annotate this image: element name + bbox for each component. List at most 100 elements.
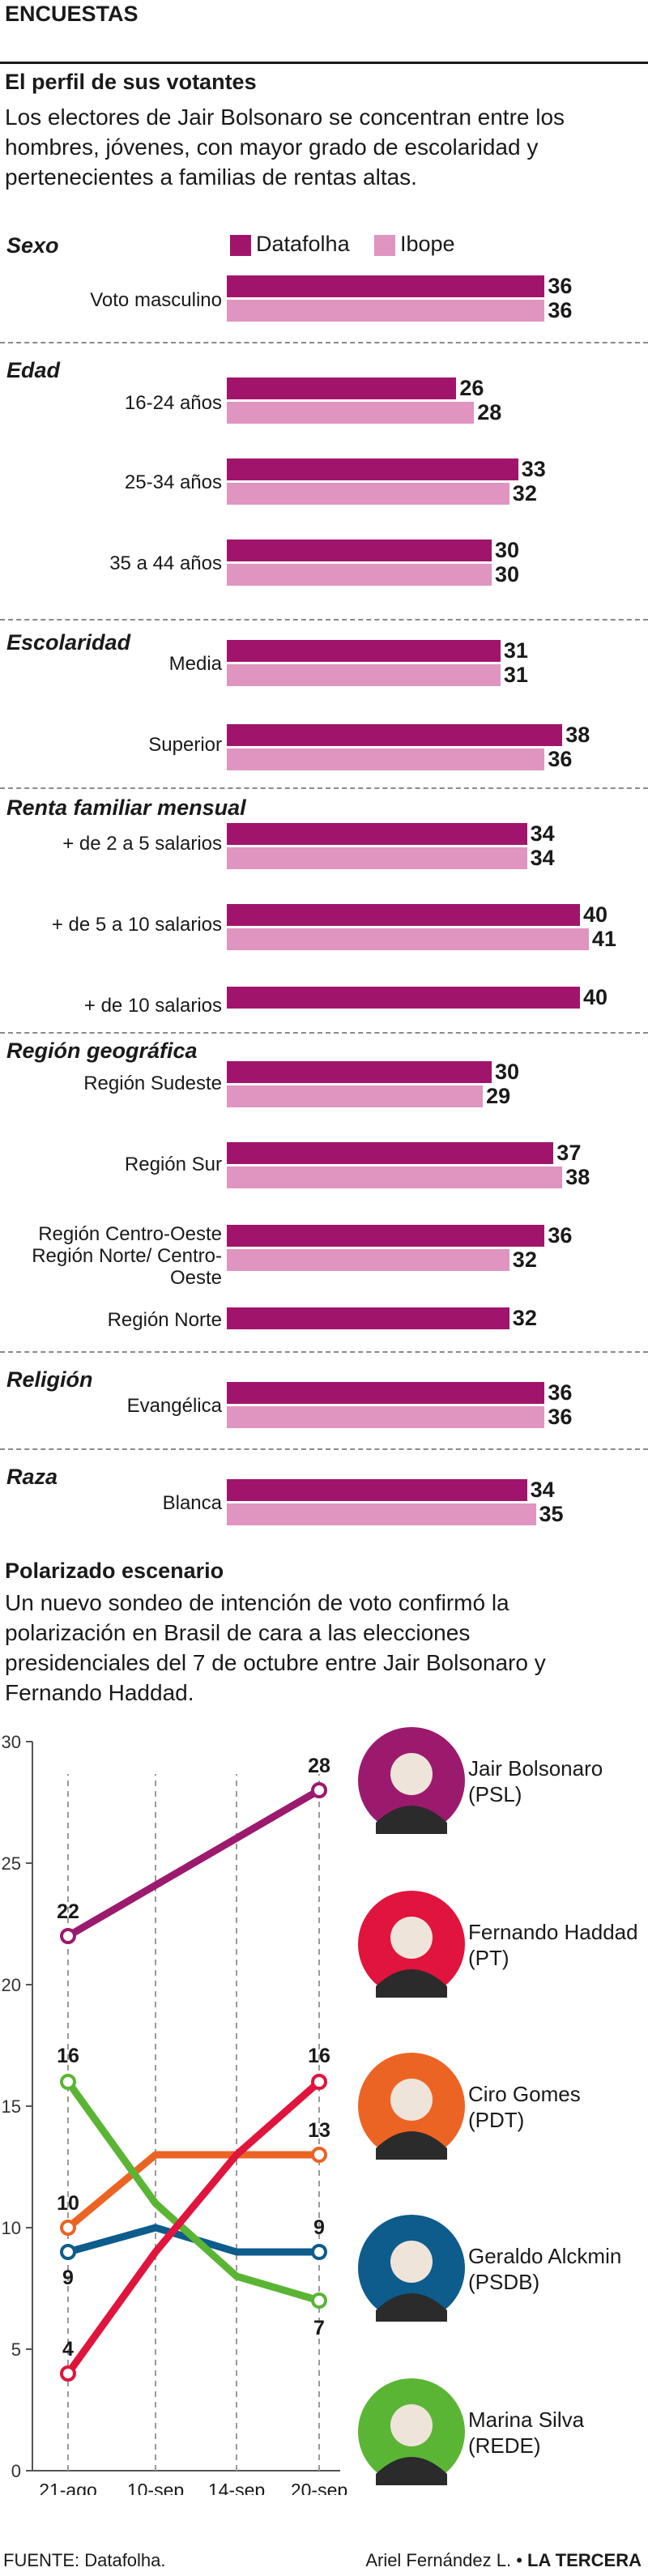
value-ibope-evangelica: 36: [548, 1405, 573, 1429]
bar-ibope-16-24: [227, 402, 475, 424]
point-fernando-haddad: [311, 2074, 327, 2090]
portrait-face-ciro-gomes: [390, 2079, 433, 2121]
value-datafolha-2-5-salarios: 34: [530, 821, 555, 846]
value-datafolha-16-24: 26: [459, 376, 484, 400]
x-tick-label: 21-ago: [39, 2480, 97, 2495]
series-line-ciro-gomes: [64, 2151, 323, 2232]
value-ibope-norte-centro-oeste: 32: [512, 1247, 537, 1272]
value-datafolha-norte: 32: [512, 1306, 537, 1330]
row-label-25-34: 25-34 años: [124, 471, 222, 493]
bar-ibope-media: [227, 664, 501, 686]
point-ciro-gomes: [60, 2220, 76, 2236]
bar-datafolha-evangelica: [227, 1382, 545, 1404]
y-tick-label: 30: [2, 1732, 21, 1752]
line-chart: 0 5 10 15 20 25 30 21-ago 10-sep 14-sep 20-sep 22…: [2, 1727, 638, 2495]
value-ibope-voto-masculino: 36: [548, 298, 573, 322]
group-separator: [0, 1448, 648, 1450]
group-separator: [0, 1351, 648, 1353]
portrait-face-marina-silva: [390, 2404, 433, 2446]
value-datafolha-centro-oeste: 36: [548, 1223, 573, 1247]
value-datafolha-evangelica: 36: [548, 1380, 573, 1405]
portrait-body-geraldo-alckmin: [376, 2293, 447, 2322]
bar-datafolha-superior: [227, 724, 563, 746]
data-label-jair-bolsonaro: 28: [308, 1755, 330, 1777]
data-label-geraldo-alckmin: 9: [313, 2216, 325, 2239]
row-label-evangelica: Evangélica: [126, 1395, 222, 1417]
bar-datafolha-5-10-salarios: [227, 904, 580, 926]
candidate-name-jair-bolsonaro: Jair Bolsonaro: [468, 1756, 603, 1781]
group-label-escolaridad: Escolaridad: [6, 630, 131, 655]
candidate-name-marina-silva: Marina Silva: [468, 2408, 585, 2432]
x-tick-label: 14-sep: [208, 2480, 265, 2495]
point-geraldo-alckmin: [311, 2244, 327, 2260]
value-datafolha-25-34: 33: [521, 457, 546, 481]
candidate-party-geraldo-alckmin: (PSDB): [468, 2270, 539, 2294]
bar-ibope-sudeste: [227, 1085, 484, 1107]
legend-datafolha-label: Datafolha: [256, 232, 350, 256]
portrait-body-fernando-haddad: [376, 1969, 447, 1998]
author-name: Ariel Fernández L.: [365, 2550, 512, 2570]
y-tick-label: 0: [11, 2461, 21, 2481]
value-ibope-25-34: 32: [512, 481, 537, 505]
bar-ibope-superior: [227, 748, 545, 770]
row-label-2-5-salarios: + de 2 a 5 salarios: [62, 833, 222, 855]
value-ibope-sudeste: 29: [486, 1084, 511, 1108]
data-label-geraldo-alckmin: 9: [62, 2267, 74, 2289]
row-label-10-salarios: + de 10 salarios: [83, 995, 222, 1017]
group-label-raza: Raza: [6, 1465, 58, 1489]
value-ibope-superior: 36: [548, 747, 573, 771]
y-tick-label: 15: [2, 2096, 21, 2117]
row-label-voto-masculino: Voto masculino: [90, 289, 222, 311]
value-datafolha-5-10-salarios: 40: [583, 902, 608, 927]
y-tick-label: 10: [2, 2218, 21, 2238]
row-label-sur: Región Sur: [124, 1154, 222, 1175]
candidate-party-fernando-haddad: (PT): [468, 1946, 509, 1970]
series-line-jair-bolsonaro: [64, 1786, 323, 1940]
bar-datafolha-2-5-salarios: [227, 823, 527, 845]
bar-datafolha-blanca: [227, 1479, 527, 1501]
y-tick-label: 20: [2, 1975, 21, 1995]
data-label-jair-bolsonaro: 22: [57, 1900, 79, 1923]
row-label-norte-centro-oeste: Región Norte/ Centro-Oeste: [32, 1245, 222, 1289]
value-datafolha-voto-masculino: 36: [548, 274, 573, 298]
value-datafolha-sudeste: 30: [495, 1060, 520, 1084]
candidate-party-jair-bolsonaro: (PSL): [468, 1782, 522, 1806]
bar-datafolha-centro-oeste: [227, 1225, 545, 1247]
bar-datafolha-sur: [227, 1142, 554, 1164]
legend-datafolha-swatch: [230, 235, 251, 256]
row-label-5-10-salarios: + de 5 a 10 salarios: [51, 914, 222, 936]
data-label-ciro-gomes: 10: [57, 2192, 79, 2215]
value-datafolha-10-salarios: 40: [583, 985, 608, 1009]
group-label-renta: Renta familiar mensual: [6, 795, 246, 820]
bar-ibope-evangelica: [227, 1406, 545, 1428]
bar-ibope-2-5-salarios: [227, 847, 527, 869]
value-ibope-2-5-salarios: 34: [530, 846, 555, 870]
bar-datafolha-25-34: [227, 458, 518, 480]
bar-datafolha-sudeste: [227, 1061, 492, 1083]
data-label-marina-silva: 7: [313, 2317, 325, 2339]
value-ibope-35-44: 30: [495, 562, 520, 586]
bar-datafolha-media: [227, 640, 501, 662]
point-fernando-haddad: [60, 2365, 76, 2382]
candidate-name-fernando-haddad: Fernando Haddad: [468, 1920, 638, 1944]
row-label-norte: Región Norte: [107, 1309, 222, 1331]
point-marina-silva: [60, 2074, 76, 2090]
row-label-sudeste: Región Sudeste: [83, 1073, 222, 1094]
point-jair-bolsonaro: [60, 1928, 76, 1944]
section-label: ENCUESTAS: [5, 2, 139, 26]
section-rule: [0, 62, 648, 64]
data-label-ciro-gomes: 13: [308, 2119, 330, 2142]
bar-datafolha-norte: [227, 1307, 509, 1329]
bar-datafolha-voto-masculino: [227, 275, 545, 297]
bar-ibope-norte-centro-oeste: [227, 1249, 509, 1271]
row-label-35-44: 35 a 44 años: [109, 552, 222, 574]
value-ibope-5-10-salarios: 41: [591, 927, 616, 951]
data-label-marina-silva: 16: [57, 2045, 79, 2067]
value-ibope-16-24: 28: [477, 400, 502, 424]
group-separator: [0, 1032, 648, 1034]
point-marina-silva: [311, 2292, 327, 2309]
data-label-fernando-haddad: 16: [308, 2045, 330, 2067]
portrait-body-jair-bolsonaro: [376, 1806, 447, 1834]
bullet: •: [516, 2550, 522, 2570]
value-datafolha-media: 31: [503, 638, 528, 663]
